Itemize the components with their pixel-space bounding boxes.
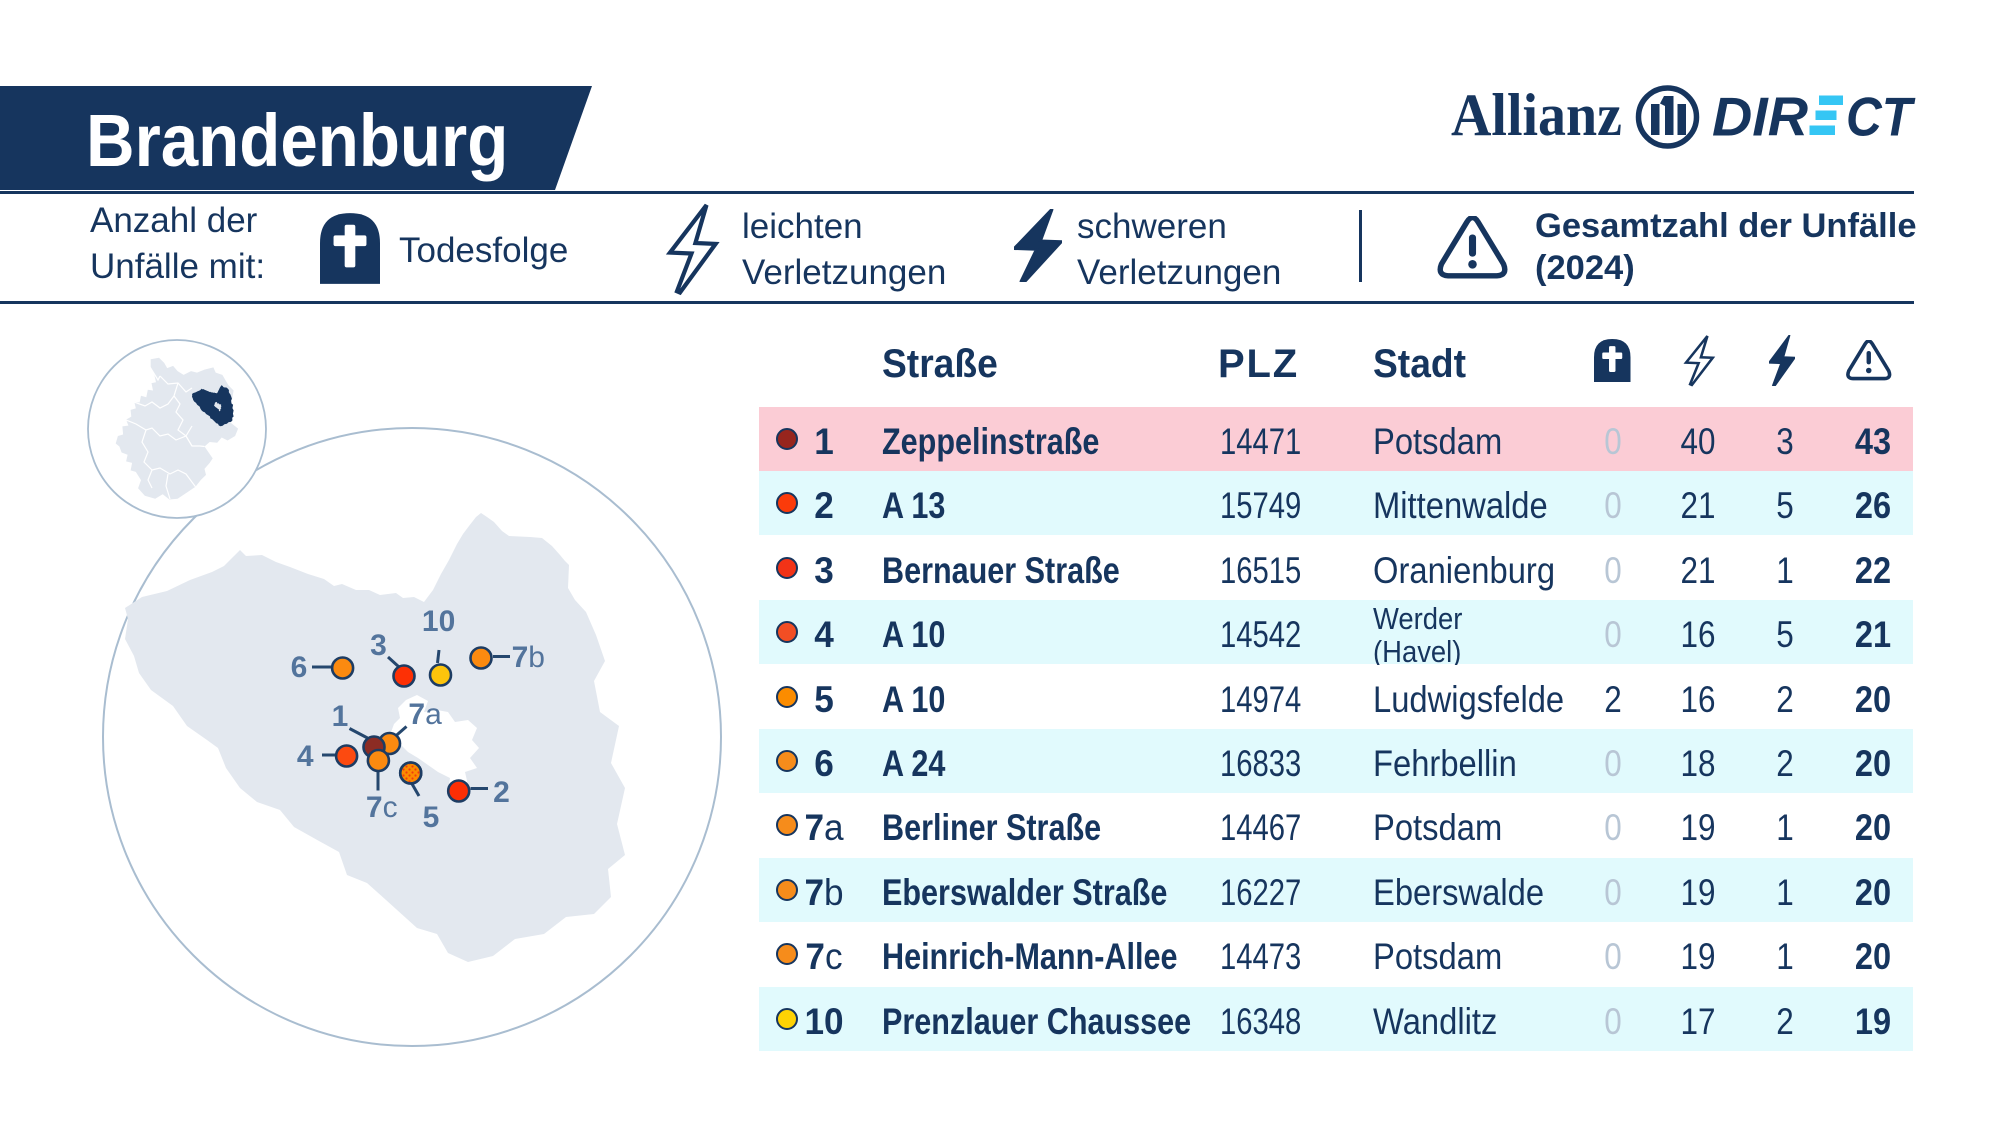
svg-text:7b: 7b — [512, 641, 545, 674]
svg-text:6: 6 — [291, 651, 308, 684]
svg-text:DIR: DIR — [1712, 86, 1808, 148]
svg-text:CT: CT — [1846, 86, 1916, 148]
svg-text:1: 1 — [332, 700, 349, 733]
svg-text:10: 10 — [422, 605, 455, 638]
svg-text:5: 5 — [423, 801, 440, 834]
svg-text:3: 3 — [370, 629, 387, 662]
svg-text:Allianz: Allianz — [1451, 82, 1622, 148]
svg-text:2: 2 — [493, 776, 510, 809]
svg-text:4: 4 — [297, 740, 314, 773]
svg-text:7c: 7c — [366, 791, 398, 824]
svg-text:7a: 7a — [408, 698, 442, 731]
